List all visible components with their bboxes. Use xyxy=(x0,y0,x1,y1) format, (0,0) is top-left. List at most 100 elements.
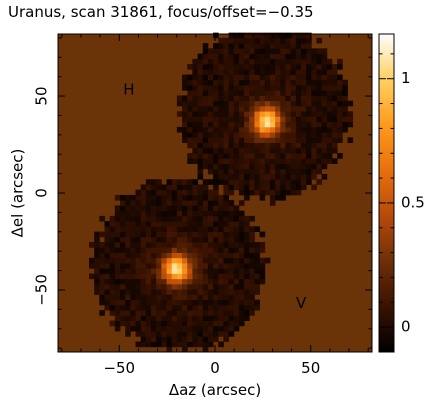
heatmap-cell xyxy=(244,252,250,259)
heatmap-cell xyxy=(192,95,198,102)
heatmap-cell xyxy=(192,121,198,128)
heatmap-cell xyxy=(202,257,209,264)
heatmap-cell xyxy=(280,174,286,180)
heatmap-cell xyxy=(156,231,162,238)
heatmap-cell xyxy=(171,210,178,217)
heatmap-cell xyxy=(337,105,343,112)
heatmap-cell xyxy=(151,252,157,259)
heatmap-cell xyxy=(249,304,255,311)
heatmap-cell xyxy=(213,105,219,112)
heatmap-cell xyxy=(306,64,312,70)
heatmap-cell xyxy=(202,158,209,164)
heatmap-cell xyxy=(161,221,167,227)
heatmap-cell xyxy=(306,79,312,86)
heatmap-cell xyxy=(238,79,245,86)
heatmap-cell xyxy=(192,153,198,159)
heatmap-cell xyxy=(238,184,245,191)
heatmap-cell xyxy=(311,142,317,149)
heatmap-cell xyxy=(135,273,142,280)
heatmap-cell xyxy=(233,43,240,49)
heatmap-cell xyxy=(135,315,142,321)
heatmap-cell xyxy=(290,85,297,91)
heatmap-cell xyxy=(264,132,271,138)
heatmap-cell xyxy=(192,252,198,259)
heatmap-cell xyxy=(202,304,209,311)
heatmap-cell xyxy=(218,132,224,138)
heatmap-cell xyxy=(192,132,198,138)
heatmap-cell xyxy=(249,48,255,54)
heatmap-cell xyxy=(114,315,121,321)
heatmap-cell xyxy=(223,168,229,175)
heatmap-cell xyxy=(187,189,193,196)
heatmap-cell xyxy=(202,79,209,86)
heatmap-cell xyxy=(156,299,162,306)
heatmap-cell xyxy=(290,90,297,96)
heatmap-cell xyxy=(280,137,286,143)
heatmap-cell xyxy=(156,236,162,243)
heatmap-cell xyxy=(321,90,328,96)
heatmap-cell xyxy=(151,263,157,269)
heatmap-cell xyxy=(202,74,209,81)
heatmap-cell xyxy=(109,215,116,222)
heatmap-cell xyxy=(114,242,121,248)
heatmap-cell xyxy=(182,179,188,185)
heatmap-cell xyxy=(280,158,286,164)
heatmap-cell xyxy=(259,257,266,264)
heatmap-cell xyxy=(114,268,121,274)
heatmap-cell xyxy=(233,273,240,280)
heatmap-cell xyxy=(192,74,198,81)
heatmap-cell xyxy=(151,320,157,327)
y-tick-labels: −50 0 50 xyxy=(33,87,51,306)
heatmap-cell xyxy=(125,252,131,259)
heatmap-cell xyxy=(223,331,229,337)
heatmap-cell xyxy=(161,257,167,264)
heatmap-cell xyxy=(223,142,229,149)
heatmap-cell xyxy=(197,320,204,327)
heatmap-cell xyxy=(176,252,183,259)
heatmap-cell xyxy=(207,85,214,91)
heatmap-cell xyxy=(275,43,281,49)
heatmap-cell xyxy=(218,278,224,285)
heatmap-cell xyxy=(316,158,323,164)
heatmap-cell xyxy=(213,231,219,238)
heatmap-cell xyxy=(254,174,261,180)
heatmap-cell xyxy=(316,58,323,65)
heatmap-cell xyxy=(156,294,162,301)
heatmap-cell xyxy=(182,315,188,321)
heatmap-cell xyxy=(285,105,292,112)
heatmap-cell xyxy=(244,184,250,191)
heatmap-cell xyxy=(316,111,323,117)
heatmap-cell xyxy=(166,236,173,243)
heatmap-cell xyxy=(238,32,245,39)
heatmap-cell xyxy=(254,142,261,149)
heatmap-cell xyxy=(192,289,198,295)
heatmap-cell xyxy=(176,310,183,316)
heatmap-cell xyxy=(140,200,147,206)
heatmap-cell xyxy=(326,132,333,138)
heatmap-cell xyxy=(254,85,261,91)
heatmap-cell xyxy=(176,95,183,102)
heatmap-cell xyxy=(280,32,286,39)
heatmap-cell xyxy=(114,257,121,264)
heatmap-cell xyxy=(254,242,261,248)
heatmap-cell xyxy=(326,137,333,143)
heatmap-cell xyxy=(166,242,173,248)
heatmap-cell xyxy=(223,132,229,138)
heatmap-cell xyxy=(202,215,209,222)
heatmap-cell xyxy=(213,79,219,86)
heatmap-cell xyxy=(238,304,245,311)
heatmap-cell xyxy=(218,320,224,327)
heatmap-cell xyxy=(275,100,281,107)
heatmap-cell xyxy=(285,132,292,138)
heatmap-cell xyxy=(94,289,100,295)
heatmap-cell xyxy=(295,137,302,143)
heatmap-cell xyxy=(295,111,302,117)
heatmap-cell xyxy=(166,299,173,306)
heatmap-cell xyxy=(140,315,147,321)
heatmap-cell xyxy=(264,53,271,60)
heatmap-cell xyxy=(89,263,95,269)
heatmap-cell xyxy=(213,126,219,133)
heatmap-cell xyxy=(192,294,198,301)
heatmap-cell xyxy=(197,189,204,196)
heatmap-cell xyxy=(218,137,224,143)
